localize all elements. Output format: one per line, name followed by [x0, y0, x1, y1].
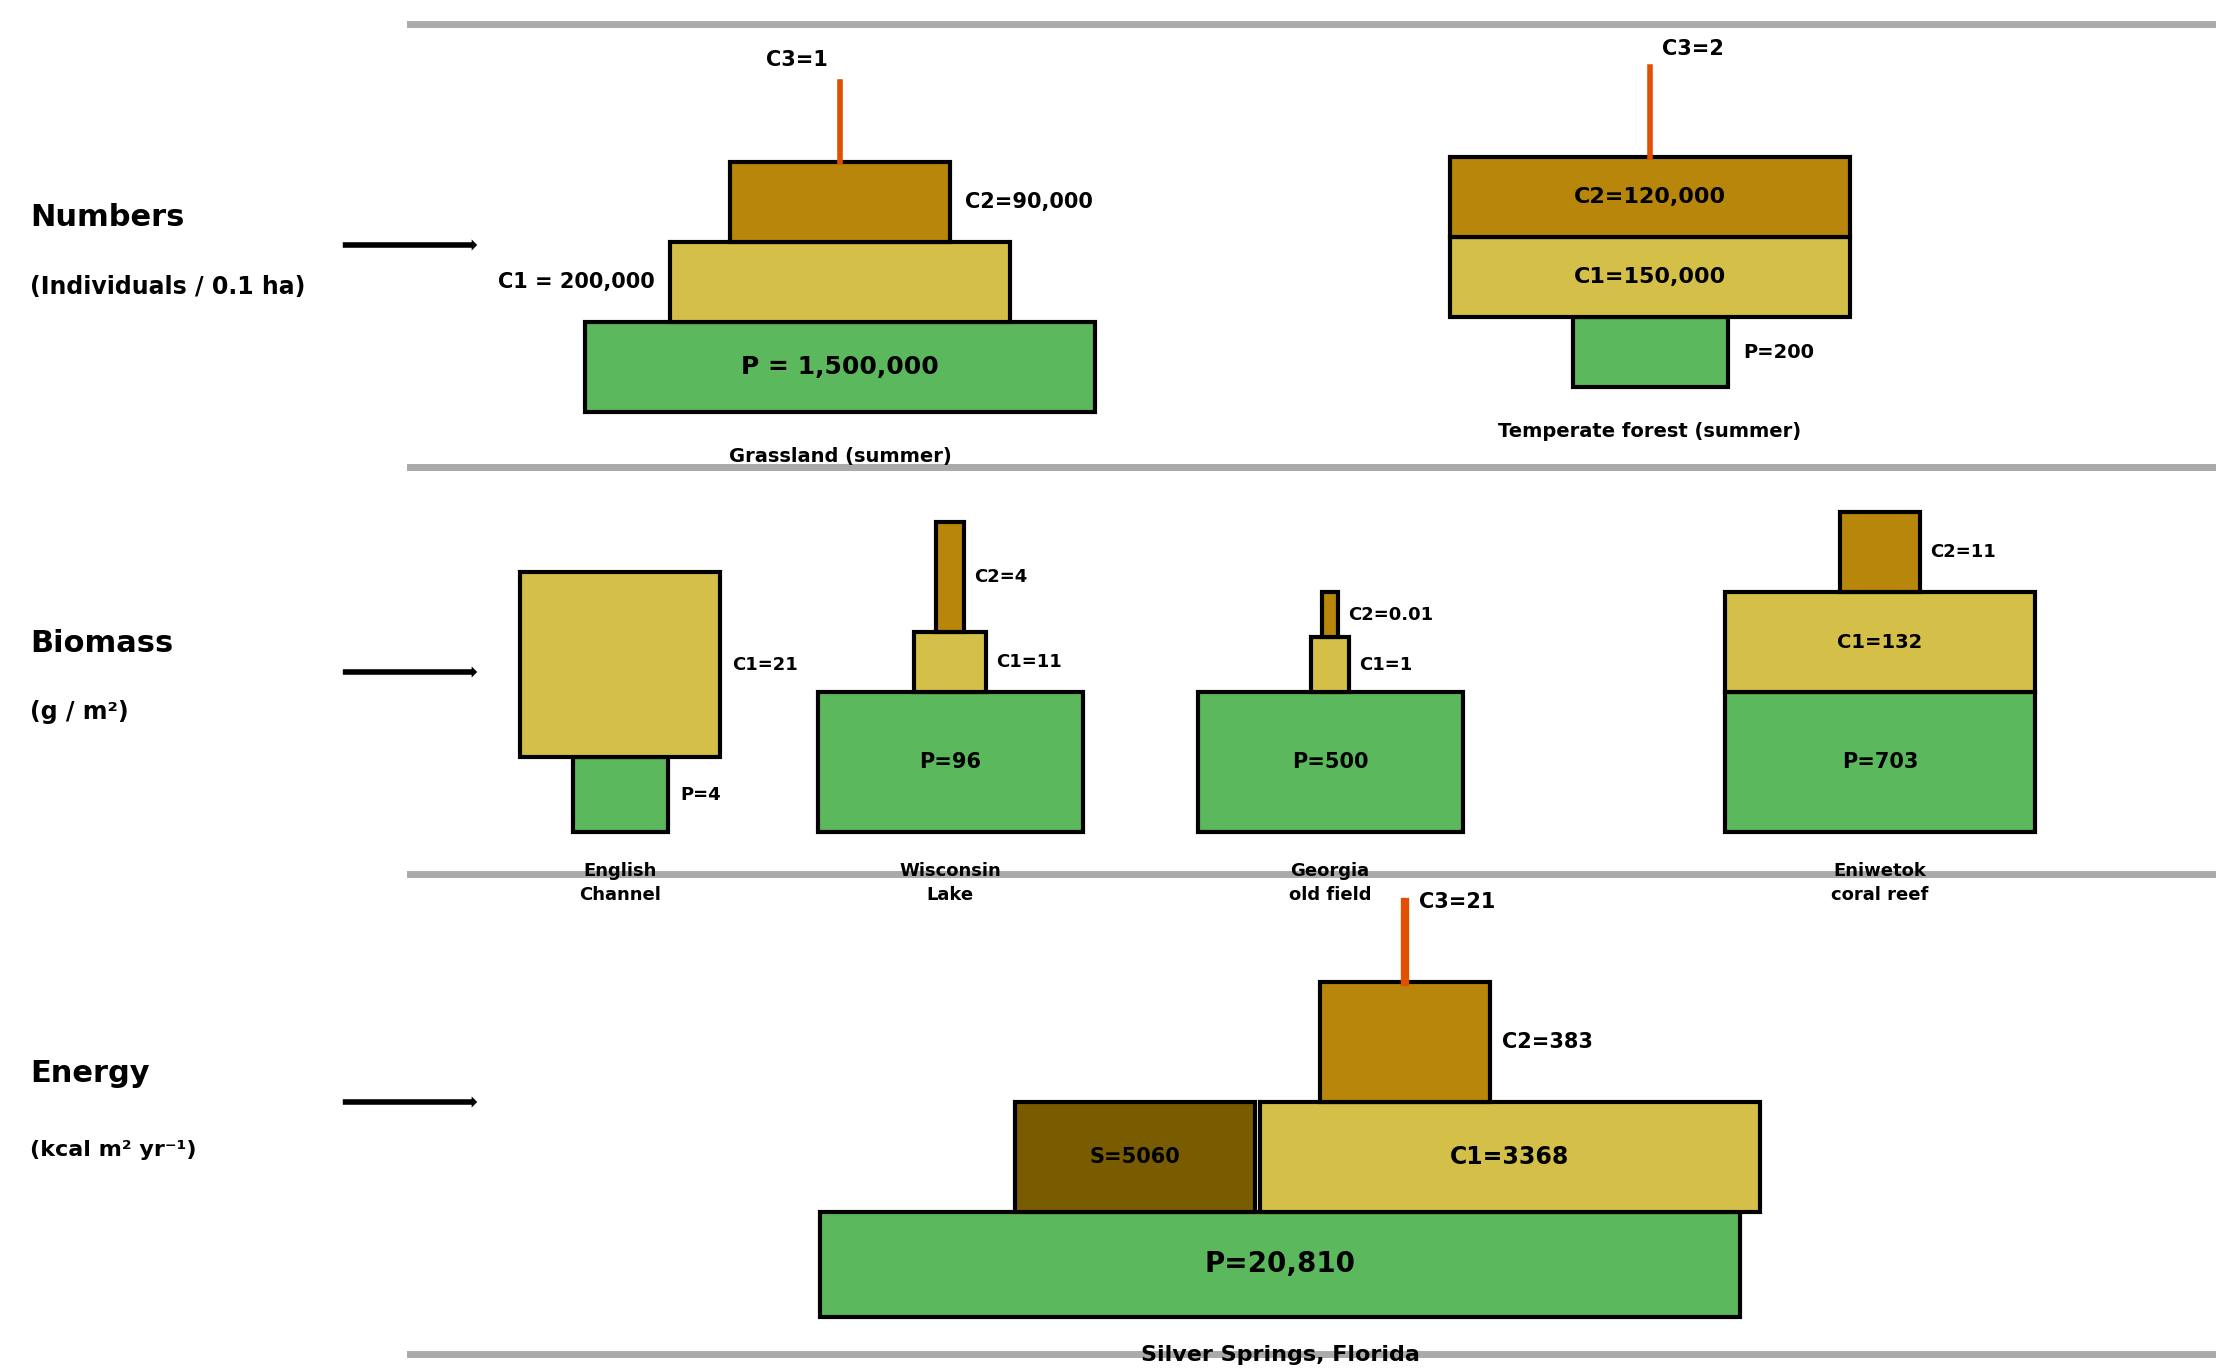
Bar [585, 322, 1095, 412]
Text: P=703: P=703 [1841, 752, 1919, 772]
Bar [820, 1211, 1740, 1317]
Bar [1573, 317, 1728, 387]
Bar [1321, 982, 1489, 1102]
Text: C1=150,000: C1=150,000 [1573, 268, 1726, 287]
Text: C1=3368: C1=3368 [1449, 1146, 1569, 1169]
Text: P=96: P=96 [920, 752, 982, 772]
Bar [1449, 156, 1850, 237]
Bar [1261, 1102, 1760, 1211]
Text: P=4: P=4 [680, 786, 720, 804]
Text: Georgia
old field: Georgia old field [1290, 862, 1372, 904]
Bar [1839, 512, 1919, 591]
Text: C2=11: C2=11 [1930, 543, 1997, 561]
Text: C1=11: C1=11 [995, 653, 1061, 671]
Text: Silver Springs, Florida: Silver Springs, Florida [1141, 1345, 1420, 1365]
Text: S=5060: S=5060 [1090, 1147, 1181, 1168]
Bar [935, 521, 964, 632]
Text: (g / m²): (g / m²) [31, 700, 129, 724]
Text: P=20,810: P=20,810 [1206, 1250, 1356, 1279]
Text: P=500: P=500 [1292, 752, 1369, 772]
Text: C1=21: C1=21 [731, 656, 798, 674]
Text: Numbers: Numbers [31, 203, 184, 232]
Text: C1=132: C1=132 [1837, 632, 1923, 652]
Text: Energy: Energy [31, 1059, 151, 1088]
Text: English
Channel: English Channel [578, 862, 660, 904]
Bar [1449, 237, 1850, 317]
Bar [913, 632, 986, 691]
Bar [574, 757, 667, 831]
Text: Grassland (summer): Grassland (summer) [729, 447, 951, 466]
Text: Biomass: Biomass [31, 630, 173, 659]
Text: C2=90,000: C2=90,000 [964, 192, 1092, 213]
Bar [1724, 591, 2034, 691]
Text: P=200: P=200 [1744, 343, 1815, 361]
Text: C2=120,000: C2=120,000 [1573, 187, 1726, 207]
Bar [669, 241, 1010, 322]
Text: C2=383: C2=383 [1502, 1032, 1593, 1052]
Text: C2=0.01: C2=0.01 [1347, 606, 1434, 624]
Text: C3=2: C3=2 [1662, 38, 1724, 59]
Text: C1=1: C1=1 [1358, 656, 1412, 674]
Text: C3=21: C3=21 [1418, 892, 1496, 912]
Text: C1 = 200,000: C1 = 200,000 [499, 272, 656, 292]
Bar [818, 691, 1084, 831]
Text: Wisconsin
Lake: Wisconsin Lake [900, 862, 1002, 904]
Bar [1323, 591, 1338, 637]
Bar [1015, 1102, 1254, 1211]
Text: Eniwetok
coral reef: Eniwetok coral reef [1830, 862, 1928, 904]
Bar [729, 162, 951, 241]
Text: (Individuals / 0.1 ha): (Individuals / 0.1 ha) [31, 274, 306, 299]
Bar [521, 572, 720, 757]
Text: C3=1: C3=1 [767, 49, 829, 70]
Text: (kcal m² yr⁻¹): (kcal m² yr⁻¹) [31, 1140, 197, 1159]
Text: P = 1,500,000: P = 1,500,000 [740, 355, 940, 379]
Bar [1724, 691, 2034, 831]
Bar [1199, 691, 1463, 831]
Text: Temperate forest (summer): Temperate forest (summer) [1498, 423, 1802, 440]
Text: C2=4: C2=4 [975, 568, 1028, 586]
Bar [1312, 637, 1350, 691]
